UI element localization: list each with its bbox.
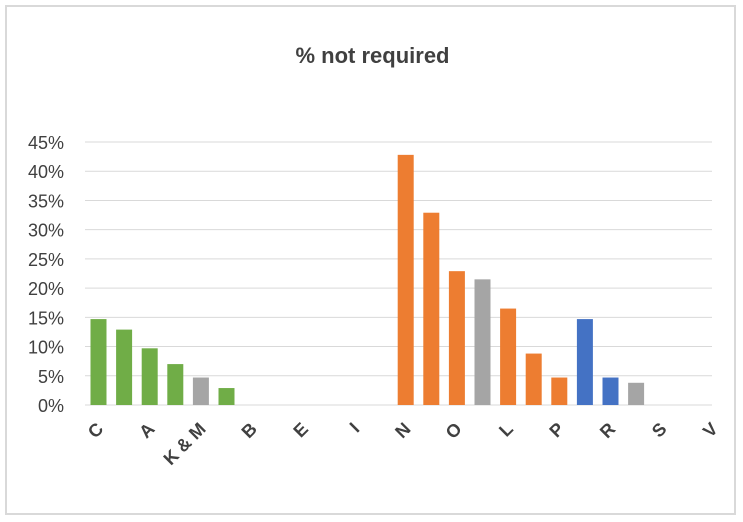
- y-tick-label: 20%: [28, 279, 64, 299]
- x-tick-label: I: [346, 419, 364, 437]
- y-tick-label: 10%: [28, 338, 64, 358]
- y-tick-label: 30%: [28, 221, 64, 241]
- y-axis-tick-labels: 0% 5% 10% 15% 20% 25% 30% 35% 40% 45%: [28, 133, 64, 416]
- bar: [525, 353, 542, 405]
- bar: [576, 319, 593, 405]
- y-tick-label: 40%: [28, 162, 64, 182]
- x-tick-label: K & M: [160, 419, 210, 469]
- y-tick-label: 5%: [38, 367, 64, 387]
- bar: [218, 388, 235, 405]
- y-tick-label: 25%: [28, 250, 64, 270]
- bar: [141, 348, 158, 405]
- y-tick-label: 0%: [38, 396, 64, 416]
- y-tick-label: 15%: [28, 308, 64, 328]
- bar: [90, 319, 107, 405]
- x-tick-label: O: [442, 419, 466, 443]
- bar: [397, 154, 414, 405]
- x-tick-label: P: [545, 419, 568, 442]
- bar: [448, 271, 465, 405]
- y-tick-label: 35%: [28, 191, 64, 211]
- bar: [602, 377, 619, 405]
- x-tick-label: E: [289, 419, 312, 442]
- bar: [192, 377, 209, 405]
- bar: [167, 364, 184, 405]
- bar: [423, 212, 440, 405]
- bar: [500, 308, 517, 405]
- x-tick-label: V: [699, 419, 722, 442]
- x-tick-label: R: [596, 419, 619, 442]
- y-tick-label: 45%: [28, 133, 64, 153]
- x-tick-label: A: [135, 419, 158, 442]
- bar: [474, 279, 491, 405]
- chart-title: % not required: [295, 43, 450, 68]
- x-tick-label: N: [391, 419, 414, 442]
- x-tick-label: L: [495, 419, 517, 441]
- bar: [116, 329, 133, 405]
- bar: [628, 382, 645, 405]
- x-tick-label: C: [84, 419, 107, 442]
- chart-frame: % not required: [5, 5, 736, 515]
- bars: [90, 154, 645, 405]
- x-tick-label: S: [648, 419, 671, 442]
- x-tick-label: B: [238, 419, 261, 442]
- bar: [551, 377, 568, 405]
